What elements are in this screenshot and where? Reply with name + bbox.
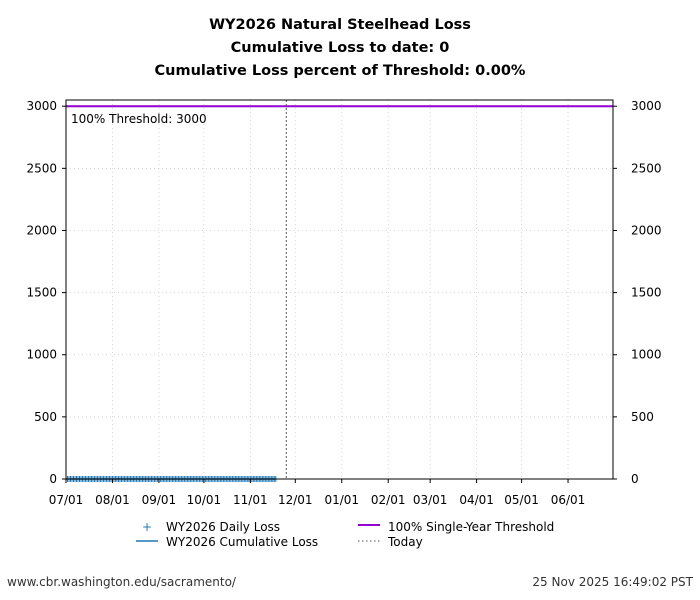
x-tick-label: 04/01 — [459, 493, 494, 507]
y-tick-label-left: 2500 — [26, 161, 57, 175]
x-tick-label: 11/01 — [233, 493, 268, 507]
x-tick-label: 07/01 — [49, 493, 84, 507]
grid — [65, 100, 613, 480]
x-tick-label: 02/01 — [371, 493, 406, 507]
chart-title-3: Cumulative Loss percent of Threshold: 0.… — [155, 63, 526, 79]
plot-marks — [63, 100, 613, 482]
x-tick-label: 10/01 — [187, 493, 222, 507]
x-tick-label: 03/01 — [413, 493, 448, 507]
y-tick-label-right: 1000 — [631, 348, 662, 362]
y-tick-label-right: 3000 — [631, 99, 662, 113]
y-tick-label-left: 1000 — [26, 348, 57, 362]
x-tick-label: 12/01 — [278, 493, 313, 507]
footer-timestamp: 25 Nov 2025 16:49:02 PST — [532, 575, 693, 589]
y-tick-label-left: 1500 — [26, 286, 57, 300]
y-tick-label-right: 500 — [631, 410, 654, 424]
legend-marker-daily: + — [142, 520, 152, 534]
y-tick-label-right: 1500 — [631, 286, 662, 300]
y-tick-label-left: 3000 — [26, 99, 57, 113]
y-tick-label-right: 0 — [631, 472, 639, 486]
legend-label-threshold: 100% Single-Year Threshold — [388, 520, 554, 534]
threshold-annotation: 100% Threshold: 3000 — [71, 112, 207, 126]
axes: 07/01 08/01 09/01 10/01 11/01 12/01 01/01 02/01… — [26, 99, 661, 507]
y-tick-label-right: 2500 — [631, 161, 662, 175]
footer-url: www.cbr.washington.edu/sacramento/ — [7, 575, 237, 589]
y-tick-label-left: 2000 — [26, 223, 57, 237]
legend-label-today: Today — [387, 535, 423, 549]
x-tick-label: 05/01 — [504, 493, 539, 507]
plot-frame — [65, 99, 614, 480]
legend-label-daily: WY2026 Daily Loss — [166, 520, 280, 534]
y-tick-label-right: 2000 — [631, 223, 662, 237]
chart-title-2: Cumulative Loss to date: 0 — [231, 40, 450, 56]
legend-label-cumulative: WY2026 Cumulative Loss — [166, 535, 318, 549]
x-tick-label: 08/01 — [95, 493, 130, 507]
x-tick-label: 09/01 — [142, 493, 177, 507]
x-tick-label: 06/01 — [551, 493, 586, 507]
legend: + WY2026 Daily Loss WY2026 Cumulative Lo… — [136, 520, 554, 549]
y-tick-label-left: 0 — [49, 472, 57, 486]
chart-title-1: WY2026 Natural Steelhead Loss — [209, 17, 471, 33]
x-tick-label: 01/01 — [324, 493, 359, 507]
y-tick-label-left: 500 — [34, 410, 57, 424]
